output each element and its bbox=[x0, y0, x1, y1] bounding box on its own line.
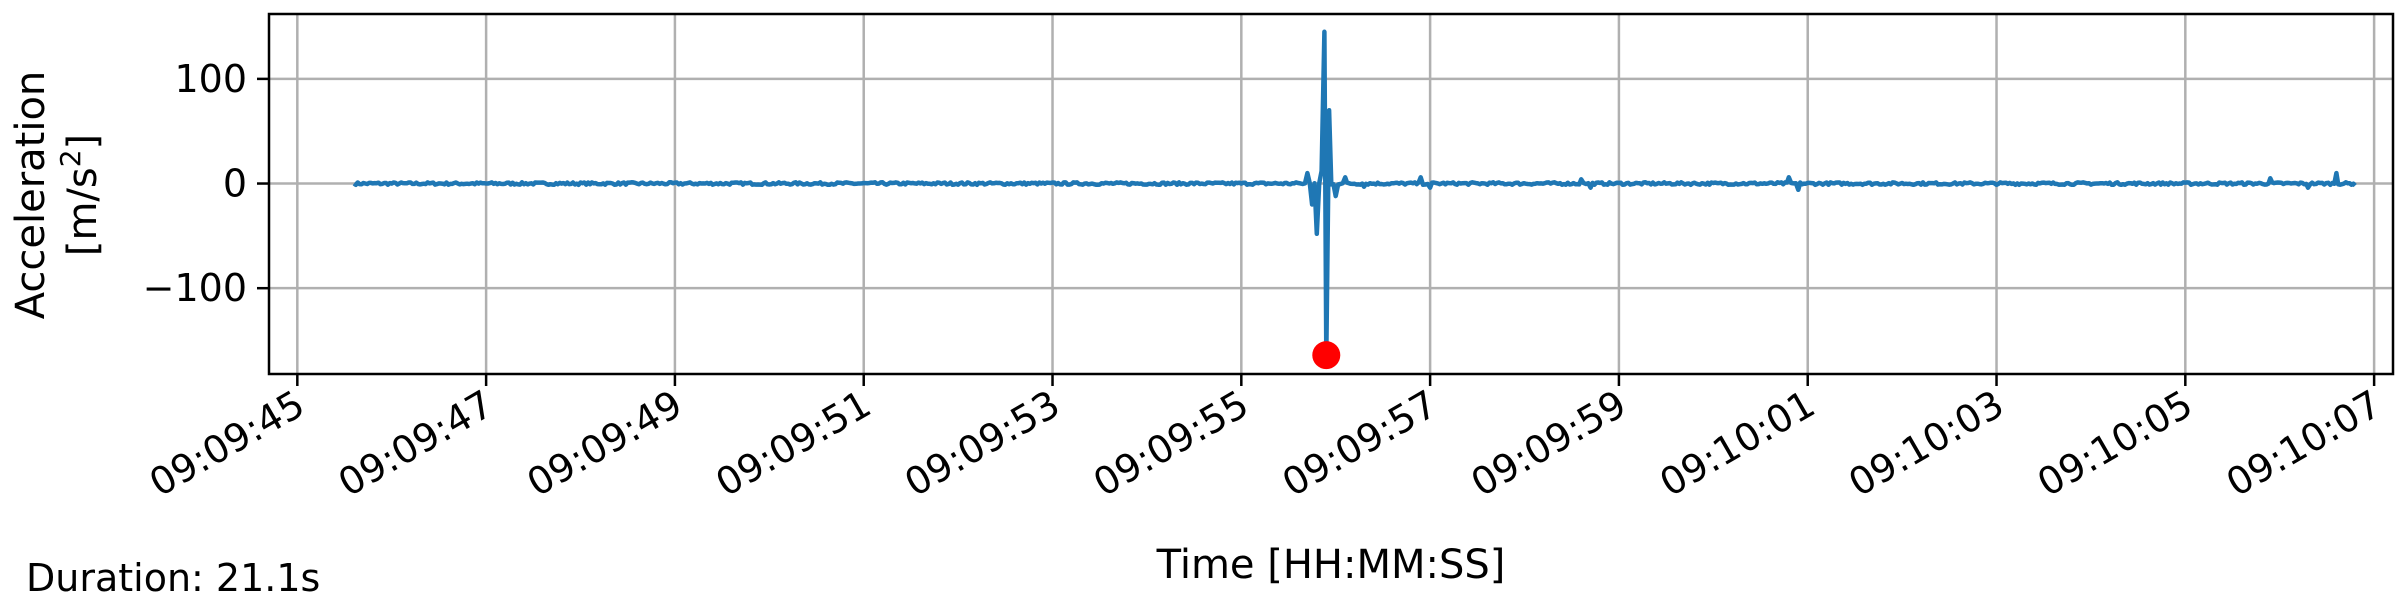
plot-frame bbox=[267, 12, 2395, 376]
x-tick-label: 09:09:59 bbox=[1464, 382, 1634, 505]
y-tick-label: 100 bbox=[174, 57, 247, 101]
y-tick-label: −100 bbox=[143, 266, 247, 310]
axis-ticks: 09:09:45 09:09:47 09:09:49 09:09:51 09:09:53… bbox=[142, 57, 2389, 505]
y-axis-title-unit: [m/s2] bbox=[54, 134, 106, 256]
x-tick-label: 09:10:07 bbox=[2219, 382, 2389, 505]
x-tick-label: 09:10:01 bbox=[1652, 382, 1822, 505]
minimum-marker bbox=[1312, 341, 1341, 370]
x-tick-label: 09:09:49 bbox=[520, 382, 690, 505]
y-axis-unit-suffix: ] bbox=[60, 134, 106, 150]
x-axis-title: Time [HH:MM:SS] bbox=[1156, 542, 1506, 588]
x-tick-label: 09:10:03 bbox=[1841, 382, 2011, 505]
y-axis-unit-prefix: [m/s bbox=[60, 167, 106, 256]
series-line-acceleration bbox=[352, 29, 2357, 359]
x-tick-label: 09:09:57 bbox=[1275, 382, 1445, 505]
x-tick-label: 09:09:45 bbox=[142, 382, 312, 505]
x-tick-label: 09:09:51 bbox=[708, 382, 878, 505]
grid-lines bbox=[269, 14, 2393, 374]
y-tick-label: 0 bbox=[223, 162, 247, 206]
x-tick-label: 09:09:47 bbox=[331, 382, 501, 505]
x-tick-label: 09:09:53 bbox=[897, 382, 1067, 505]
y-axis-title: Acceleration [m/s2] bbox=[8, 71, 106, 320]
y-axis-title-line1: Acceleration bbox=[8, 71, 54, 320]
x-tick-label: 09:09:55 bbox=[1086, 382, 1256, 505]
x-tick-label: 09:10:05 bbox=[2030, 382, 2200, 505]
series-layer bbox=[352, 29, 2357, 370]
duration-label: Duration: 21.1s bbox=[26, 556, 321, 600]
y-axis-unit-exponent: 2 bbox=[54, 149, 87, 167]
